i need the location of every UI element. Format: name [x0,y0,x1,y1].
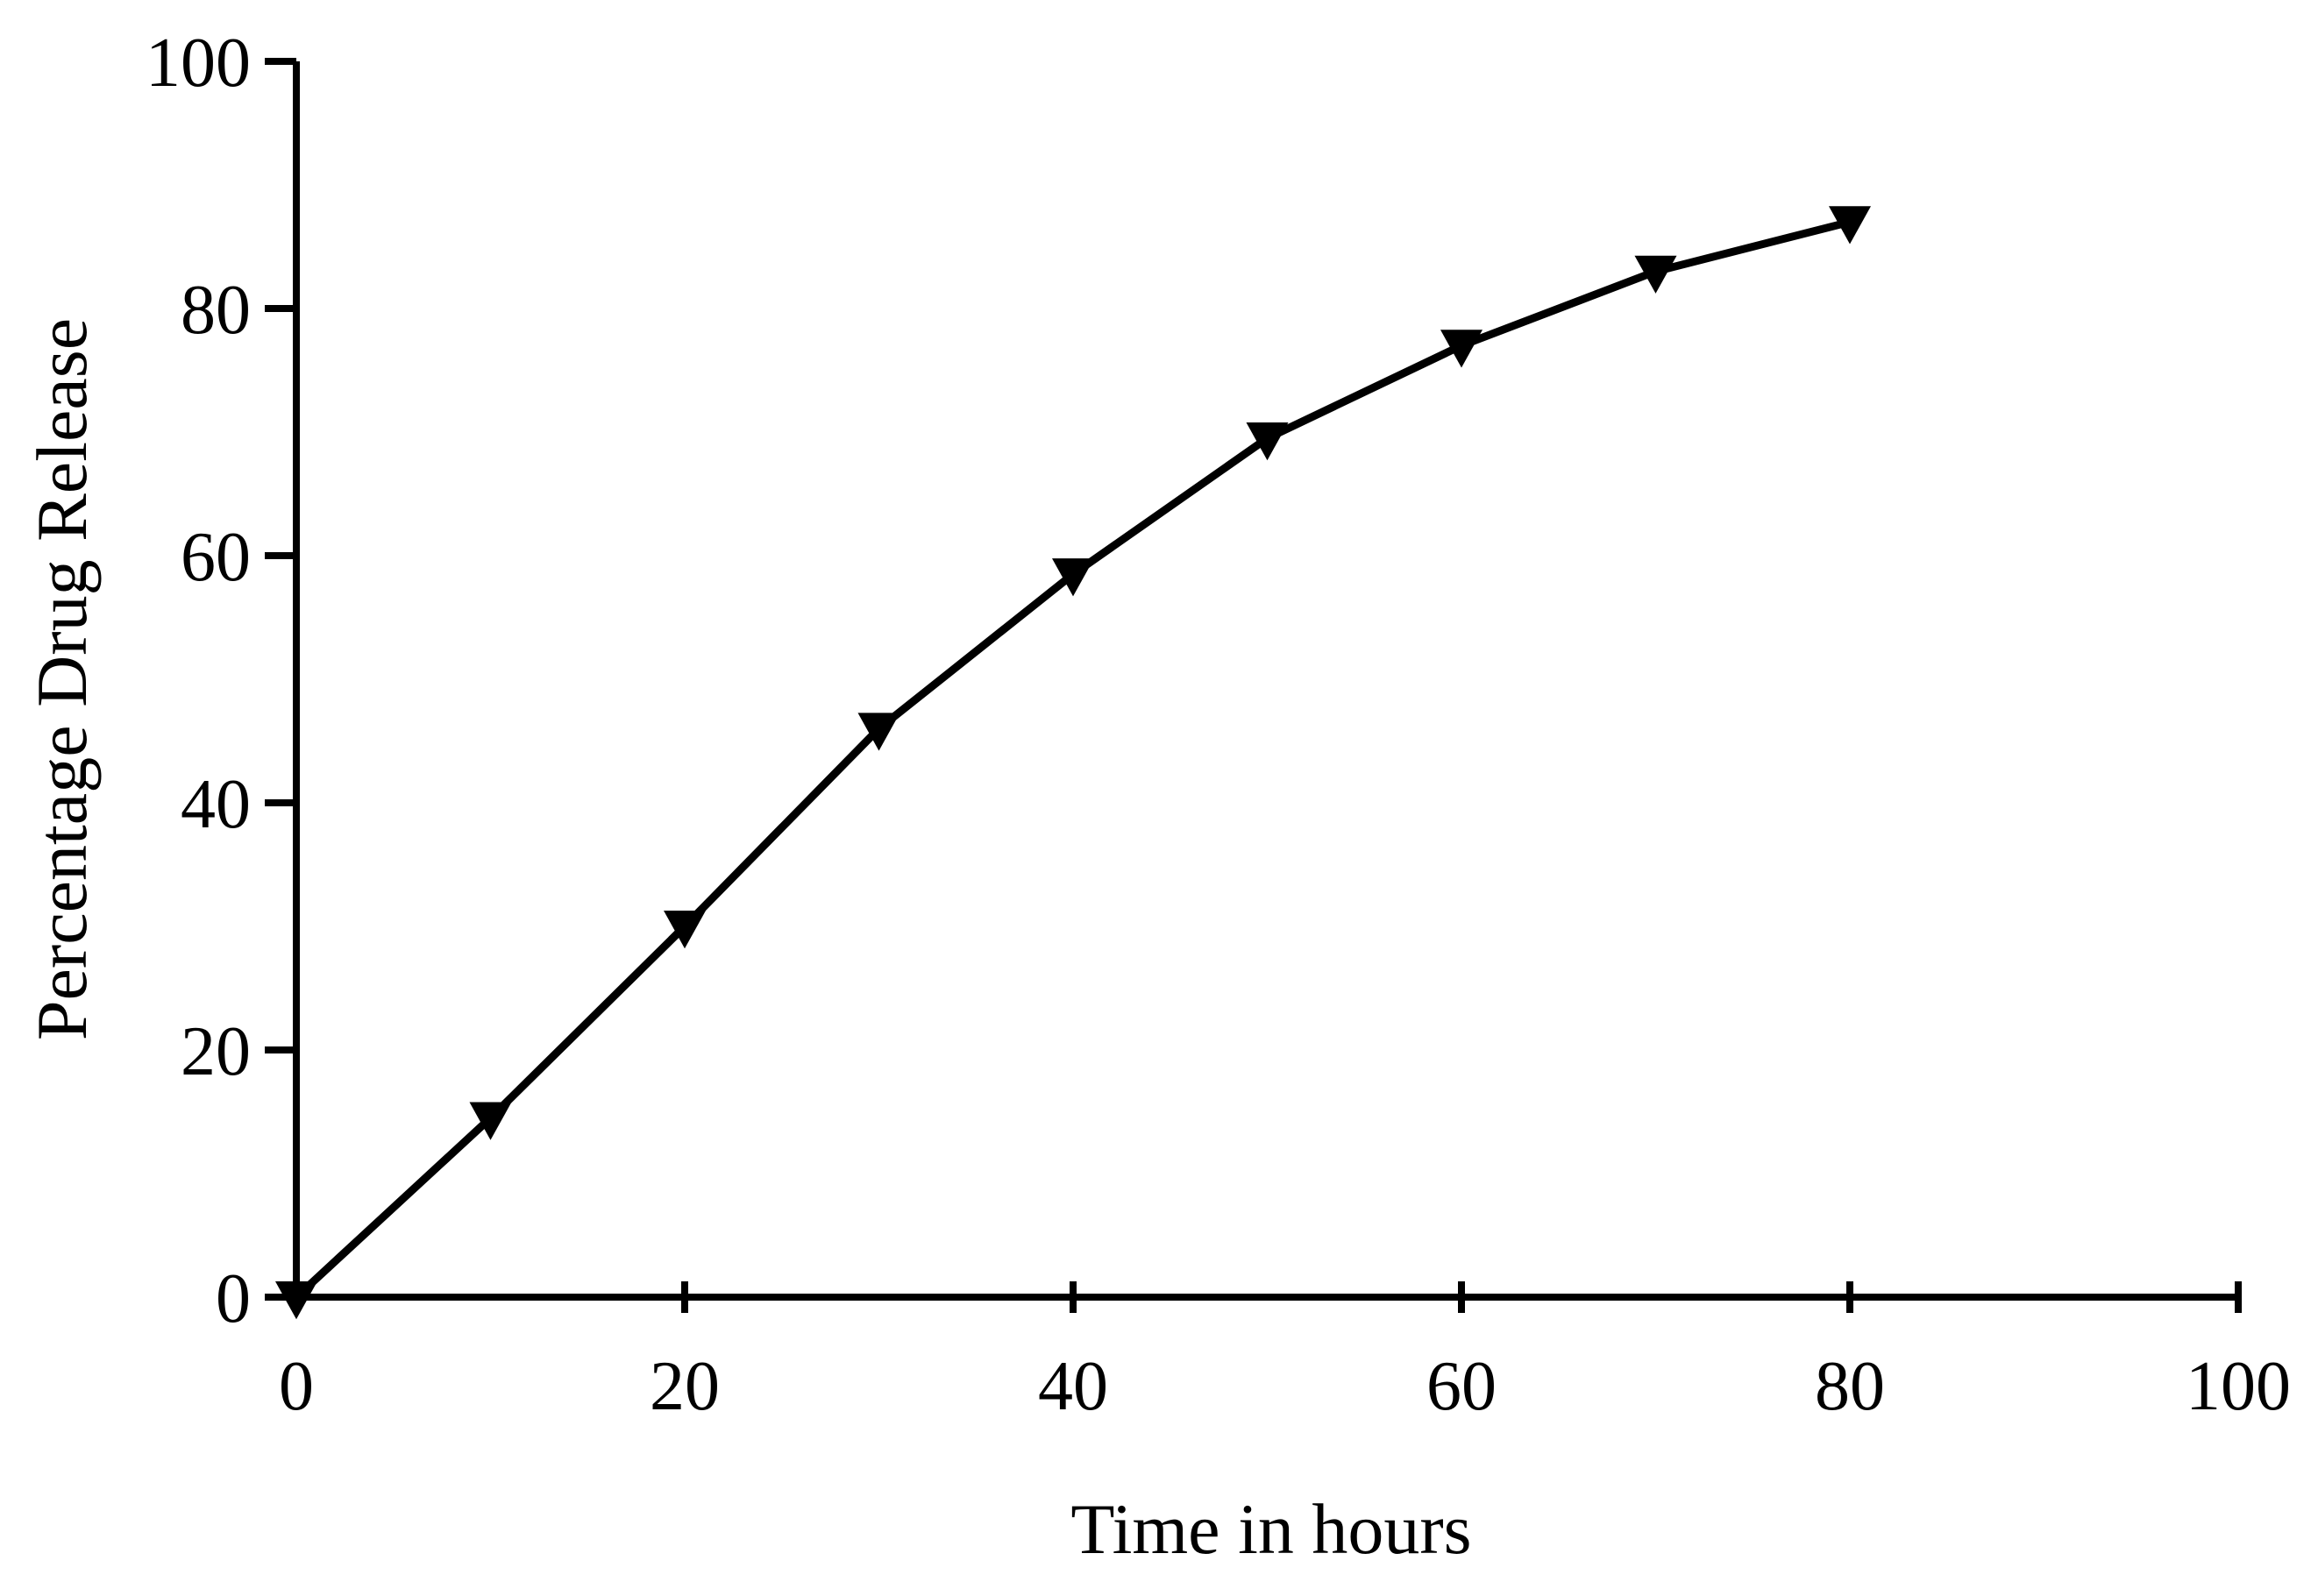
y-tick-label: 100 [146,25,251,102]
y-tick-label: 80 [181,272,251,349]
x-axis-title: Time in hours [1070,1489,1471,1569]
x-tick-label: 20 [650,1348,720,1425]
axis-ticks [265,58,2242,1313]
x-tick-label: 0 [279,1348,314,1425]
x-tick-label: 40 [1038,1348,1108,1425]
y-tick-label: 60 [181,519,251,596]
data-point-marker [664,911,706,949]
data-point-marker [857,713,900,751]
tick-labels: 0 20 40 60 80 100 0 20 40 60 80 100 [146,25,2291,1425]
data-point-marker [275,1281,317,1320]
data-point-marker [1634,255,1677,294]
y-tick-label: 0 [216,1260,251,1337]
y-tick-label: 20 [181,1013,251,1090]
data-point-marker [1246,422,1289,461]
y-tick-label: 40 [181,766,251,843]
data-point-marker [469,1102,512,1140]
y-axis-title: Percentage Drug Release [22,318,102,1040]
series [275,206,1871,1320]
series-line [292,217,1854,1302]
x-tick-label: 60 [1426,1348,1497,1425]
data-point-marker [1052,558,1094,597]
axis-titles: Time in hours Percentage Drug Release [22,318,1472,1569]
data-point-marker [1829,206,1871,245]
axes [293,61,2238,1301]
x-tick-label: 100 [2186,1348,2291,1425]
x-tick-label: 80 [1815,1348,1885,1425]
data-point-marker [1440,330,1483,368]
